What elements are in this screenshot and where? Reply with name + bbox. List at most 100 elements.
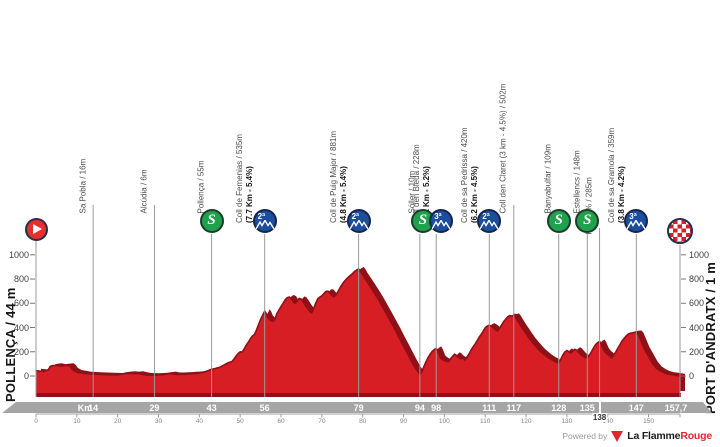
climb-category-icon: 2ª bbox=[252, 209, 277, 233]
ruler-tick-label: 10 bbox=[73, 418, 81, 425]
finish-checkered-icon bbox=[667, 218, 693, 244]
ruler-tick-label: 120 bbox=[520, 418, 532, 425]
waypoint-label: Coll den Claret (3 km - 4.5%) / 502m bbox=[499, 84, 509, 214]
ruler-tick-label: 40 bbox=[195, 418, 203, 425]
sprint-s-glyph: S bbox=[418, 212, 428, 228]
brand-name: La FlammeRouge bbox=[627, 430, 712, 442]
y-axis-label-left: 400 bbox=[13, 322, 29, 333]
y-axis-label-right: 600 bbox=[689, 298, 705, 309]
y-axis-label-right: 0 bbox=[689, 371, 695, 381]
brand-name-black: La Flamme bbox=[627, 430, 681, 442]
climb-category-icon: 3ª bbox=[624, 209, 649, 233]
sprint-icon: S bbox=[575, 209, 600, 233]
waypoint-label: Coll de Puig Major / 881m (4.8 Km - 5.4%) bbox=[329, 131, 348, 223]
waypoint-name: Coll de sa Pedrissa / 420m bbox=[459, 127, 469, 223]
sprint-s-glyph: S bbox=[207, 212, 216, 228]
km-band-label: 94 bbox=[414, 403, 425, 413]
brand-name-red: Rouge bbox=[680, 430, 712, 442]
sprint-icon: S bbox=[199, 209, 224, 233]
ruler-tick-label: 90 bbox=[399, 418, 408, 425]
ruler-tick-label: 0 bbox=[34, 418, 38, 425]
play-triangle-icon bbox=[33, 224, 42, 234]
y-axis-label-left: 800 bbox=[13, 274, 29, 285]
mountain-zigzag-icon bbox=[432, 220, 451, 229]
flamme-rouge-pennant-icon bbox=[611, 430, 624, 442]
waypoint-name: Coll den Claret (3 km - 4.5%) / 502m bbox=[498, 83, 508, 214]
ruler-tick-label: 130 bbox=[561, 418, 573, 425]
y-axis-label-right: 400 bbox=[689, 322, 705, 333]
y-axis-label-right: 800 bbox=[689, 274, 705, 285]
climb-category-text: 2ª bbox=[351, 212, 360, 221]
km-band-label: 117 bbox=[506, 403, 522, 413]
sprint-s-glyph: S bbox=[554, 212, 563, 228]
waypoint-name: Sa Pobla / 16m bbox=[78, 158, 88, 214]
km-band-label: 98 bbox=[431, 403, 442, 413]
km-band-sub-label: 138 bbox=[591, 413, 608, 422]
climb-category-text: 2ª bbox=[482, 212, 490, 221]
km-band-label: 128 bbox=[551, 403, 567, 413]
km-band-label: 147 bbox=[628, 403, 644, 413]
finish-town-title: PORT D'ANDRATX / 1 m bbox=[703, 261, 718, 414]
climb-category-icon: 2ª bbox=[477, 209, 502, 233]
waypoint-name: Banyabulfar / 109m bbox=[543, 144, 553, 214]
profile-outline bbox=[35, 267, 681, 377]
km-band-label: 56 bbox=[259, 403, 270, 413]
y-axis-label-left: 0 bbox=[23, 371, 29, 381]
waypoint-label: Coll de Femenias / 535m (7.7 Km - 5.4%) bbox=[235, 134, 254, 223]
ruler-tick-label: 30 bbox=[154, 418, 163, 425]
mountain-zigzag-icon bbox=[255, 220, 274, 229]
powered-by-text: Powered by bbox=[562, 431, 608, 441]
branding: Powered by La FlammeRouge bbox=[562, 430, 712, 442]
waypoint-label: Estellencs / 148m bbox=[572, 150, 582, 213]
km-band-label: 14 bbox=[88, 403, 99, 413]
km-band-header: Km bbox=[77, 403, 93, 413]
climb-category-icon: 3ª bbox=[429, 209, 454, 233]
waypoint-climb-stats: (3.8 Km - 4.2%) bbox=[616, 166, 626, 223]
km-band-label: 29 bbox=[149, 403, 160, 413]
climb-category-icon: 2ª bbox=[346, 209, 371, 233]
sprint-s-glyph: S bbox=[583, 212, 592, 228]
ruler-tick-label: 100 bbox=[438, 418, 450, 425]
waypoint-climb-stats: (7.7 Km - 5.4%) bbox=[244, 166, 254, 223]
mountain-zigzag-icon bbox=[349, 220, 368, 229]
ruler-tick-label: 60 bbox=[277, 418, 285, 425]
y-axis-label-left: 600 bbox=[13, 298, 29, 309]
profile-area bbox=[36, 269, 680, 393]
waypoint-name: Alcúdia / 6m bbox=[139, 169, 149, 214]
waypoint-label: Pollença / 55m bbox=[197, 161, 207, 214]
km-band-label: 79 bbox=[353, 403, 364, 413]
waypoint-name: Coll de Puig Major / 881m bbox=[329, 130, 339, 223]
climb-category-text: 3ª bbox=[629, 212, 637, 221]
waypoint-name: Coll de Femenias / 535m bbox=[235, 134, 245, 223]
waypoint-label: Coll de sa Pedrissa / 420m (6.2 Km - 4.5%… bbox=[460, 127, 479, 223]
y-axis-label-left: 1000 bbox=[8, 249, 29, 260]
start-icon bbox=[24, 217, 48, 241]
waypoint-label: Alcúdia / 6m bbox=[139, 169, 149, 213]
mountain-zigzag-icon bbox=[627, 220, 646, 229]
km-band-label: 135 bbox=[579, 403, 595, 413]
y-axis-label-right: 200 bbox=[689, 346, 705, 357]
waypoint-label: Coll de sa Gramola / 359m (3.8 Km - 4.2%) bbox=[607, 128, 626, 223]
ruler-tick-label: 150 bbox=[643, 418, 654, 425]
sprint-icon: S bbox=[546, 209, 571, 233]
ruler-tick-label: 70 bbox=[318, 418, 326, 425]
ruler-tick-label: 20 bbox=[114, 418, 122, 425]
km-band bbox=[2, 402, 712, 413]
waypoint-label: Banyabulfar / 109m bbox=[544, 144, 554, 213]
ruler-tick-label: 80 bbox=[359, 418, 367, 425]
ruler-tick-label: 110 bbox=[480, 418, 491, 425]
y-axis-label-right: 1000 bbox=[689, 249, 710, 260]
ruler-tick-label: 140 bbox=[602, 418, 614, 425]
waypoint-name: Pollença / 55m bbox=[196, 160, 206, 214]
km-band-marker bbox=[598, 402, 601, 413]
climb-category-text: 3ª bbox=[434, 212, 442, 221]
waypoint-name: Coll de sa Gramola / 359m bbox=[606, 127, 616, 223]
waypoint-name: Estellencs / 148m bbox=[572, 150, 582, 214]
ruler-tick-label: 50 bbox=[236, 418, 244, 425]
y-axis-label-left: 200 bbox=[13, 346, 29, 357]
km-band-label: 43 bbox=[206, 403, 217, 413]
waypoint-climb-stats: (6.2 Km - 4.5%) bbox=[469, 166, 479, 223]
climb-category-text: 2ª bbox=[257, 212, 266, 221]
